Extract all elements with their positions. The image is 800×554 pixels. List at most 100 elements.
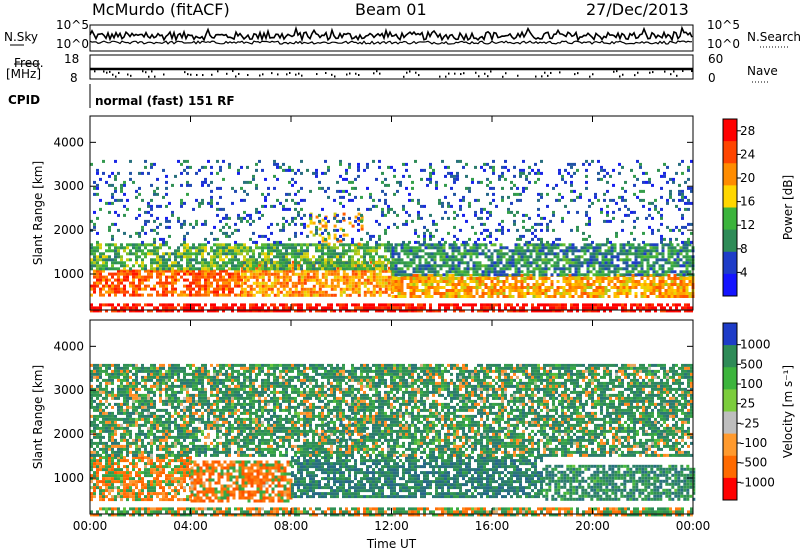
heatmap-cell <box>117 252 120 256</box>
heatmap-cell <box>640 264 644 268</box>
heatmap-cell <box>486 513 489 517</box>
heatmap-cell <box>621 195 624 199</box>
heatmap-cell <box>255 284 259 288</box>
heatmap-cell <box>465 162 468 166</box>
heatmap-cell <box>201 198 204 202</box>
heatmap-cell <box>444 195 447 199</box>
heatmap-cell <box>496 261 500 265</box>
heatmap-cell <box>318 258 321 262</box>
heatmap-cell <box>366 275 370 279</box>
heatmap-cell <box>297 267 300 271</box>
heatmap-cell <box>405 303 408 307</box>
heatmap-cell <box>595 289 599 292</box>
heatmap-cell <box>466 286 470 289</box>
heatmap-cell <box>351 224 355 228</box>
heatmap-cell <box>186 171 189 175</box>
heatmap-cell <box>159 275 162 279</box>
heatmap-cell <box>339 309 342 313</box>
heatmap-cell <box>204 246 207 250</box>
heatmap-cell <box>366 231 369 235</box>
heatmap-cell <box>162 281 165 285</box>
heatmap-cell <box>120 269 123 273</box>
heatmap-cell <box>483 168 486 172</box>
heatmap-cell <box>354 246 357 250</box>
heatmap-cell <box>357 207 360 211</box>
heatmap-cell <box>469 249 473 253</box>
heatmap-cell <box>132 287 135 291</box>
heatmap-cell <box>357 218 361 222</box>
heatmap-cell <box>348 264 351 268</box>
heatmap-cell <box>640 255 644 259</box>
heatmap-cell <box>342 303 345 307</box>
heatmap-cell <box>345 281 349 285</box>
heatmap-cell <box>243 246 246 250</box>
heatmap-cell <box>631 280 635 283</box>
heatmap-cell <box>631 261 635 265</box>
heatmap-cell <box>114 309 117 313</box>
heatmap-cell <box>324 281 328 285</box>
heatmap-cell <box>616 286 620 289</box>
heatmap-cell <box>411 186 414 190</box>
heatmap-cell <box>258 267 261 271</box>
heatmap-cell <box>571 261 575 265</box>
heatmap-cell <box>487 289 491 292</box>
heatmap-cell <box>363 261 366 265</box>
heatmap-cell <box>655 252 659 256</box>
heatmap-cell <box>465 240 468 244</box>
heatmap-cell <box>93 246 96 250</box>
heatmap-cell <box>456 171 459 175</box>
heatmap-cell <box>234 222 237 226</box>
heatmap-cell <box>451 267 455 271</box>
heatmap-cell <box>453 306 456 310</box>
heatmap-cell <box>630 306 633 310</box>
nave-dot <box>589 75 591 78</box>
heatmap-cell <box>447 303 450 307</box>
heatmap-cell <box>363 263 367 267</box>
heatmap-cell <box>609 198 612 202</box>
velocity-panel <box>89 319 696 517</box>
heatmap-cell <box>183 159 186 163</box>
heatmap-cell <box>633 183 636 187</box>
heatmap-cell <box>532 249 536 253</box>
heatmap-cell <box>375 243 378 247</box>
heatmap-cell <box>90 510 93 514</box>
heatmap-cell <box>538 255 542 259</box>
heatmap-cell <box>570 309 573 313</box>
heatmap-cell <box>588 234 591 238</box>
heatmap-cell <box>438 303 441 307</box>
heatmap-cell <box>439 277 443 280</box>
heatmap-cell <box>534 510 537 514</box>
heatmap-cell <box>135 507 138 511</box>
heatmap-cell <box>102 293 105 297</box>
heatmap-cell <box>523 273 527 277</box>
heatmap-cell <box>481 252 485 256</box>
heatmap-cell <box>318 281 322 285</box>
heatmap-cell <box>381 290 385 294</box>
heatmap-cell <box>366 513 369 517</box>
heatmap-cell <box>690 189 693 193</box>
heatmap-cell <box>690 240 693 244</box>
heatmap-cell <box>585 210 588 214</box>
heatmap-cell <box>207 240 210 244</box>
heatmap-cell <box>465 513 468 517</box>
heatmap-cell <box>435 513 438 517</box>
heatmap-cell <box>165 281 168 285</box>
heatmap-cell <box>300 246 303 250</box>
heatmap-cell <box>294 201 297 205</box>
heatmap-cell <box>420 216 423 220</box>
heatmap-cell <box>666 165 669 169</box>
heatmap-cell <box>303 281 307 285</box>
heatmap-cell <box>228 165 231 169</box>
heatmap-cell <box>273 204 276 208</box>
heatmap-cell <box>150 198 153 202</box>
heatmap-cell <box>93 249 96 253</box>
heatmap-cell <box>252 240 255 244</box>
heatmap-cell <box>135 249 138 253</box>
heatmap-cell <box>249 258 252 262</box>
heatmap-cell <box>613 270 617 274</box>
heatmap-cell <box>345 249 348 253</box>
heatmap-cell <box>327 507 330 511</box>
heatmap-cell <box>168 264 171 268</box>
heatmap-cell <box>357 165 360 169</box>
heatmap-cell <box>520 270 524 274</box>
